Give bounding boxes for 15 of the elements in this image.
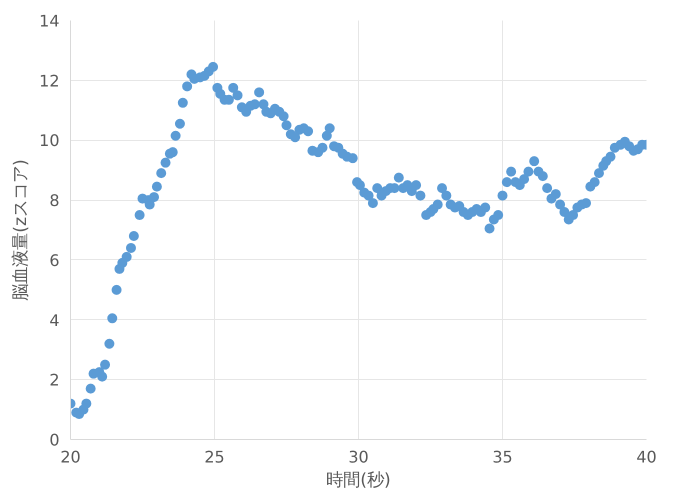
x-tick-label: 30 [348,448,369,466]
y-tick-label: 12 [39,71,60,90]
y-axis-title: 脳血液量(zスコア) [11,159,32,301]
y-tick-label: 6 [49,250,60,270]
y-tick-label: 2 [49,370,60,390]
y-tick-label: 0 [49,430,60,450]
x-tick-label: 40 [636,448,657,466]
y-tick-label: 14 [39,12,60,30]
x-tick-label: 20 [60,448,81,466]
y-tick-label: 10 [39,131,60,150]
x-axis-title: 時間(秒) [326,470,391,490]
y-tick-label: 4 [49,310,60,330]
x-tick-label: 25 [204,448,225,466]
y-tick-label: 8 [49,191,60,210]
x-tick-label: 35 [492,448,513,466]
